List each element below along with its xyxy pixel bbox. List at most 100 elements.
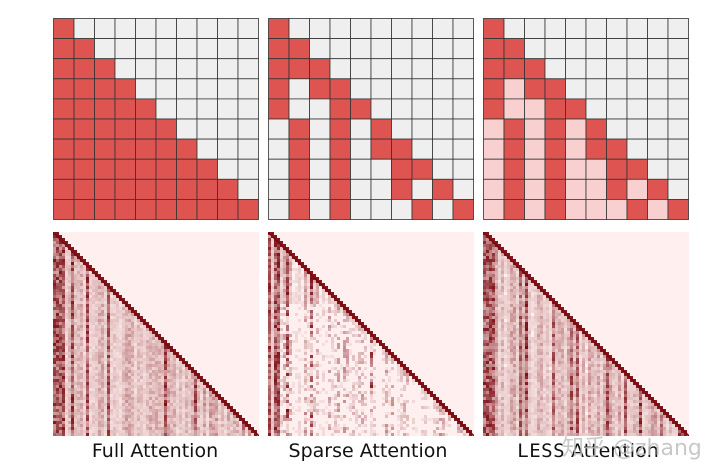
mask-cell-inactive bbox=[565, 78, 587, 100]
mask-cell-inactive bbox=[217, 158, 239, 180]
mask-cell-inactive bbox=[309, 138, 331, 160]
mask-cell-active bbox=[411, 158, 433, 180]
mask-cell-active bbox=[114, 78, 136, 100]
mask-cell-inactive bbox=[411, 138, 433, 160]
mask-cell-inactive bbox=[176, 98, 198, 120]
mask-cell-inactive bbox=[667, 178, 689, 200]
mask-cell-active bbox=[503, 38, 525, 60]
mask-cell-inactive bbox=[135, 18, 157, 40]
mask-cell-inactive bbox=[585, 18, 607, 40]
mask-cell-active bbox=[268, 18, 290, 40]
mask-cell-active bbox=[114, 138, 136, 160]
mask-cell-active bbox=[391, 178, 413, 200]
mask-cell-inactive bbox=[217, 38, 239, 60]
mask-cell-inactive bbox=[391, 18, 413, 40]
mask-cell-inactive bbox=[268, 118, 290, 140]
mask-cell-inactive bbox=[452, 178, 474, 200]
caption-less-suffix: Attention bbox=[565, 440, 659, 462]
mask-cell-inactive bbox=[626, 78, 648, 100]
mask-cell-inactive bbox=[350, 78, 372, 100]
mask-cell-inactive bbox=[606, 118, 628, 140]
mask-cell-active bbox=[135, 138, 157, 160]
mask-cell-active bbox=[155, 138, 177, 160]
mask-cell-active bbox=[135, 118, 157, 140]
mask-cell-inactive bbox=[585, 38, 607, 60]
caption-full-attention: Full Attention bbox=[91, 440, 219, 462]
mask-cell-partial bbox=[524, 98, 546, 120]
mask-cell-inactive bbox=[309, 158, 331, 180]
mask-cell-inactive bbox=[432, 38, 454, 60]
mask-cell-active bbox=[350, 98, 372, 120]
mask-cell-inactive bbox=[94, 38, 116, 60]
mask-cell-active bbox=[483, 18, 505, 40]
mask-cell-inactive bbox=[411, 118, 433, 140]
mask-cell-inactive bbox=[432, 18, 454, 40]
mask-cell-inactive bbox=[411, 58, 433, 80]
mask-cell-active bbox=[53, 118, 75, 140]
mask-cell-inactive bbox=[196, 118, 218, 140]
mask-cell-inactive bbox=[565, 18, 587, 40]
mask-cell-active bbox=[53, 178, 75, 200]
mask-cell-active bbox=[94, 78, 116, 100]
mask-cell-active bbox=[73, 158, 95, 180]
mask-cell-inactive bbox=[606, 98, 628, 120]
mask-cell-active bbox=[524, 58, 546, 80]
mask-cell-inactive bbox=[350, 138, 372, 160]
mask-cell-inactive bbox=[411, 78, 433, 100]
mask-cell-active bbox=[329, 178, 351, 200]
mask-cell-inactive bbox=[411, 178, 433, 200]
mask-cell-inactive bbox=[391, 58, 413, 80]
mask-cell-inactive bbox=[217, 98, 239, 120]
mask-cell-active bbox=[585, 118, 607, 140]
mask-cell-inactive bbox=[268, 198, 290, 220]
mask-cell-active bbox=[606, 178, 628, 200]
mask-cell-inactive bbox=[370, 198, 392, 220]
mask-cell-inactive bbox=[370, 58, 392, 80]
mask-cell-active bbox=[217, 198, 239, 220]
mask-cell-inactive bbox=[288, 98, 310, 120]
mask-cell-active bbox=[544, 78, 566, 100]
mask-cell-inactive bbox=[370, 98, 392, 120]
mask-cell-inactive bbox=[452, 18, 474, 40]
less-attention-mask-grid bbox=[483, 18, 689, 220]
mask-cell-inactive bbox=[647, 138, 669, 160]
heatmap-diagonal bbox=[53, 232, 259, 436]
mask-cell-active bbox=[114, 98, 136, 120]
mask-cell-inactive bbox=[350, 118, 372, 140]
mask-cell-inactive bbox=[155, 38, 177, 60]
mask-cell-active bbox=[155, 118, 177, 140]
mask-cell-active bbox=[268, 38, 290, 60]
mask-cell-active bbox=[626, 198, 648, 220]
mask-cell-active bbox=[53, 158, 75, 180]
mask-cell-partial bbox=[647, 198, 669, 220]
mask-cell-inactive bbox=[626, 118, 648, 140]
mask-cell-active bbox=[94, 118, 116, 140]
mask-cell-inactive bbox=[370, 18, 392, 40]
mask-cell-inactive bbox=[585, 98, 607, 120]
mask-cell-inactive bbox=[196, 58, 218, 80]
mask-cell-inactive bbox=[585, 58, 607, 80]
mask-cell-inactive bbox=[135, 78, 157, 100]
mask-cell-inactive bbox=[647, 18, 669, 40]
mask-cell-active bbox=[503, 138, 525, 160]
mask-cell-partial bbox=[483, 178, 505, 200]
mask-cell-active bbox=[329, 138, 351, 160]
mask-cell-inactive bbox=[196, 98, 218, 120]
caption-less-attention: LESS Attention bbox=[488, 440, 688, 462]
mask-cell-inactive bbox=[135, 58, 157, 80]
mask-cell-inactive bbox=[350, 18, 372, 40]
mask-cell-active bbox=[73, 178, 95, 200]
mask-cell-inactive bbox=[217, 118, 239, 140]
mask-cell-active bbox=[309, 58, 331, 80]
caption-sparse-attention: Sparse Attention bbox=[288, 440, 448, 462]
mask-cell-active bbox=[155, 198, 177, 220]
mask-cell-inactive bbox=[452, 158, 474, 180]
mask-cell-inactive bbox=[237, 18, 259, 40]
mask-cell-inactive bbox=[432, 198, 454, 220]
mask-cell-inactive bbox=[667, 98, 689, 120]
mask-cell-inactive bbox=[544, 58, 566, 80]
mask-cell-active bbox=[503, 178, 525, 200]
mask-cell-active bbox=[53, 38, 75, 60]
mask-cell-active bbox=[94, 178, 116, 200]
mask-cell-inactive bbox=[237, 158, 259, 180]
